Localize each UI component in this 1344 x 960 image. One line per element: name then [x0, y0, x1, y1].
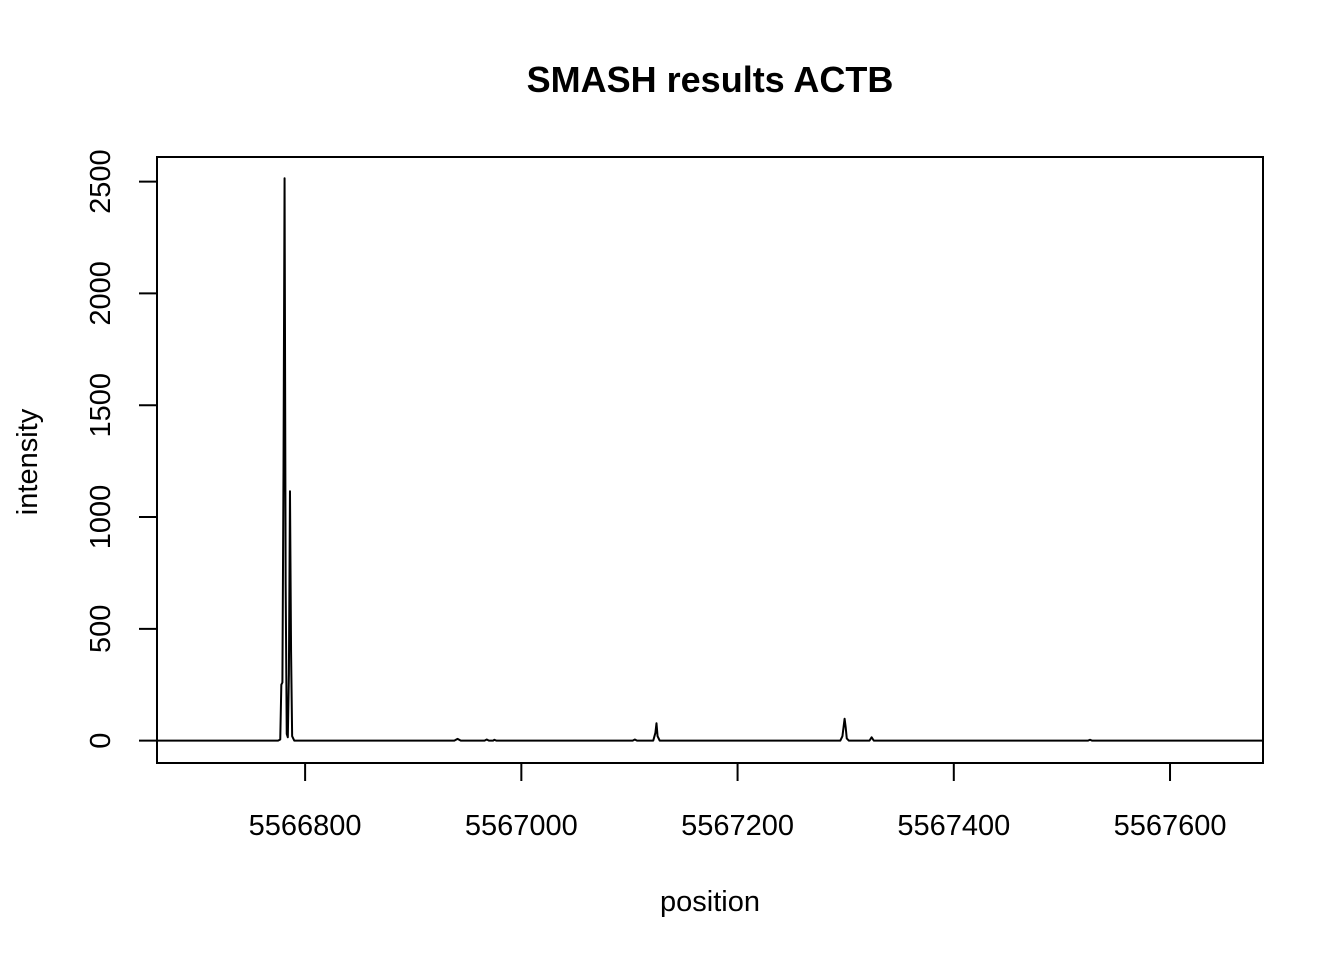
y-tick-label: 2500: [85, 149, 117, 214]
y-tick-label: 0: [85, 733, 117, 749]
x-tick-label: 5567600: [1114, 810, 1227, 842]
series-line: [157, 177, 1263, 742]
x-tick-label: 5566800: [249, 810, 362, 842]
series-layer: [157, 177, 1263, 742]
y-axis-label: intensity: [12, 408, 44, 515]
y-tick-label: 1500: [85, 373, 117, 438]
x-axis: 5566800 5567000 5567200 5567400 5567600: [249, 762, 1227, 842]
y-tick-label: 2000: [85, 261, 117, 326]
x-tick-label: 5567400: [897, 810, 1010, 842]
x-tick-label: 5567200: [681, 810, 794, 842]
chart-title: SMASH results ACTB: [527, 59, 894, 100]
y-tick-label: 1000: [85, 485, 117, 550]
y-tick-label: 500: [85, 605, 117, 653]
x-axis-label: position: [660, 886, 760, 918]
plot-frame: [156, 156, 1264, 764]
y-axis: 0 500 1000 1500 2000 2500: [85, 149, 158, 749]
x-tick-label: 5567000: [465, 810, 578, 842]
